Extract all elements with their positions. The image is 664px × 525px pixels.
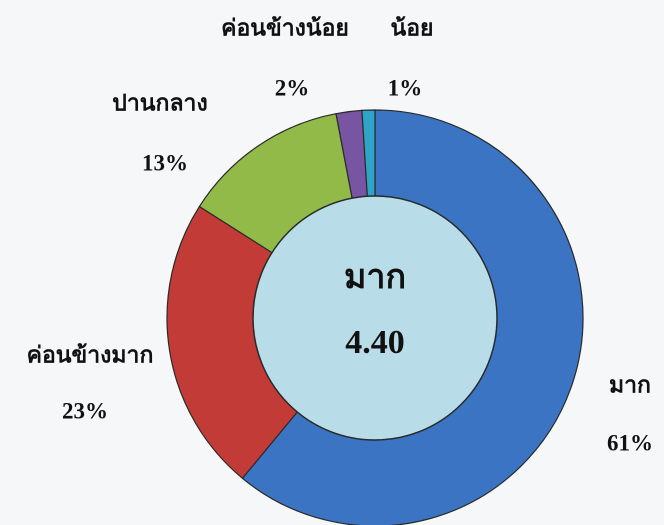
center-value: 4.40 xyxy=(345,324,405,361)
category-label: ปานกลาง xyxy=(112,90,207,115)
category-label: น้อย xyxy=(390,15,433,40)
category-label: มาก xyxy=(609,372,651,397)
value-label: 23% xyxy=(62,398,108,423)
category-label: ค่อนข้างน้อย xyxy=(221,15,349,40)
category-label: ค่อนข้างมาก xyxy=(27,342,154,367)
value-label: 1% xyxy=(388,75,423,100)
center-circle xyxy=(252,195,498,441)
center-label: มาก xyxy=(344,259,406,296)
value-label: 13% xyxy=(142,150,188,175)
value-label: 61% xyxy=(607,430,653,455)
value-label: 2% xyxy=(275,75,310,100)
